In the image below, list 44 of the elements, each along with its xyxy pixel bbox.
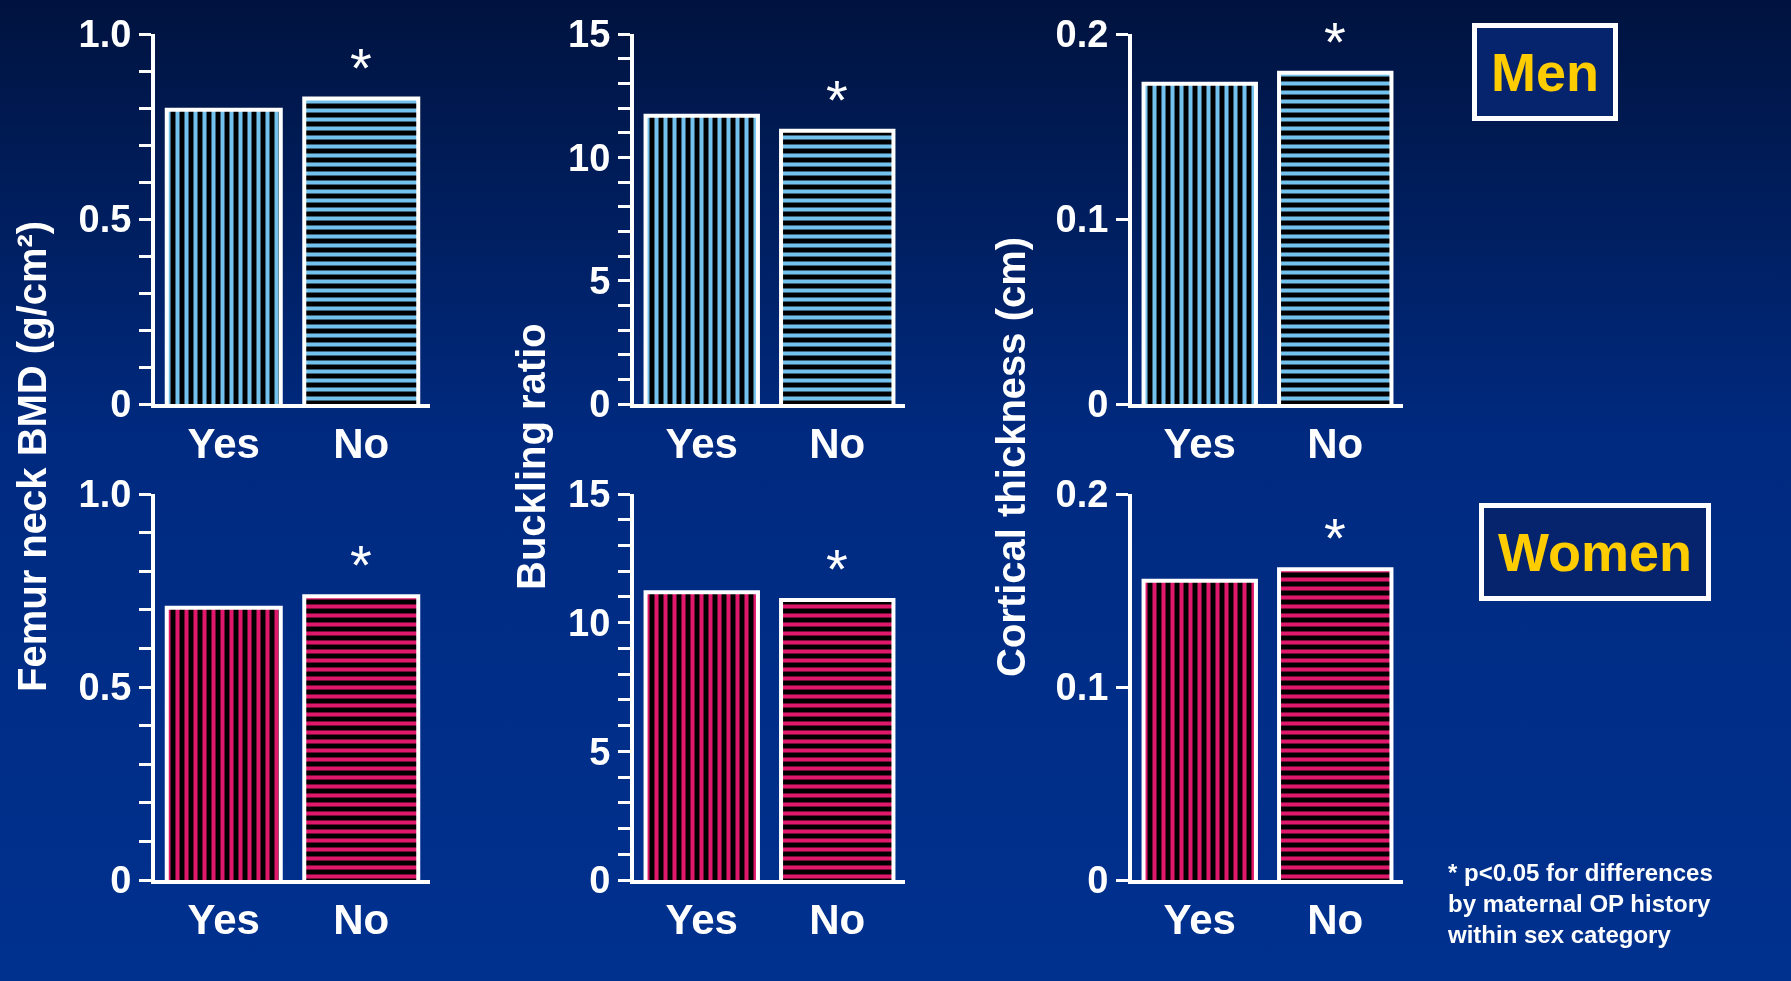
x-tick-label: Yes: [1163, 896, 1236, 944]
y-tick-label: 0.5: [78, 666, 132, 709]
y-tick-label: 0: [110, 383, 132, 426]
x-tick-label: No: [1307, 896, 1364, 944]
x-tick-label: Yes: [1163, 420, 1236, 468]
y-tick-label: 5: [589, 730, 611, 773]
y-tick-label: 0: [589, 859, 611, 902]
x-tick-label: Yes: [665, 896, 738, 944]
y-tick-label: 5: [589, 259, 611, 302]
x-tick-label: Yes: [665, 420, 738, 468]
text: Men: [1491, 42, 1599, 102]
x-tick-label: Yes: [187, 420, 260, 468]
y-tick-label: 10: [568, 601, 611, 644]
y-tick-label: 10: [568, 136, 611, 179]
annotation: *: [1324, 10, 1346, 73]
x-tick-label: Yes: [187, 896, 260, 944]
y-tick-label: 15: [568, 473, 611, 516]
text: Women: [1498, 522, 1693, 582]
y-tick-label: 0: [589, 383, 611, 426]
annotation: *: [826, 537, 848, 600]
y-tick-label: 0.2: [1055, 473, 1109, 516]
x-tick-label: No: [809, 420, 866, 468]
annotation: *: [350, 533, 372, 596]
y-tick-label: 0.2: [1055, 13, 1109, 56]
annotation: *: [826, 68, 848, 131]
y-axis-title: Cortical thickness (cm): [989, 236, 1033, 677]
annotation: *: [350, 36, 372, 99]
y-tick-label: 1.0: [78, 13, 132, 56]
y-tick-label: 0.1: [1055, 666, 1109, 709]
y-tick-label: 0.1: [1055, 198, 1109, 241]
y-tick-label: 15: [568, 13, 611, 56]
text: * p<0.05 for differences by maternal OP history within sex category: [1447, 859, 1713, 949]
y-tick-label: 0: [1087, 859, 1109, 902]
y-tick-label: 1.0: [78, 473, 132, 516]
y-tick-label: 0: [1087, 383, 1109, 426]
x-tick-label: No: [333, 420, 390, 468]
x-tick-label: No: [809, 896, 866, 944]
y-axis-title: Femur neck BMD (g/cm²): [10, 220, 54, 692]
x-tick-label: No: [333, 896, 390, 944]
y-tick-label: 0.5: [78, 198, 132, 241]
y-tick-label: 0: [110, 859, 132, 902]
y-axis-title: Buckling ratio: [509, 323, 553, 590]
x-tick-label: No: [1307, 420, 1364, 468]
annotation: *: [1324, 506, 1346, 569]
